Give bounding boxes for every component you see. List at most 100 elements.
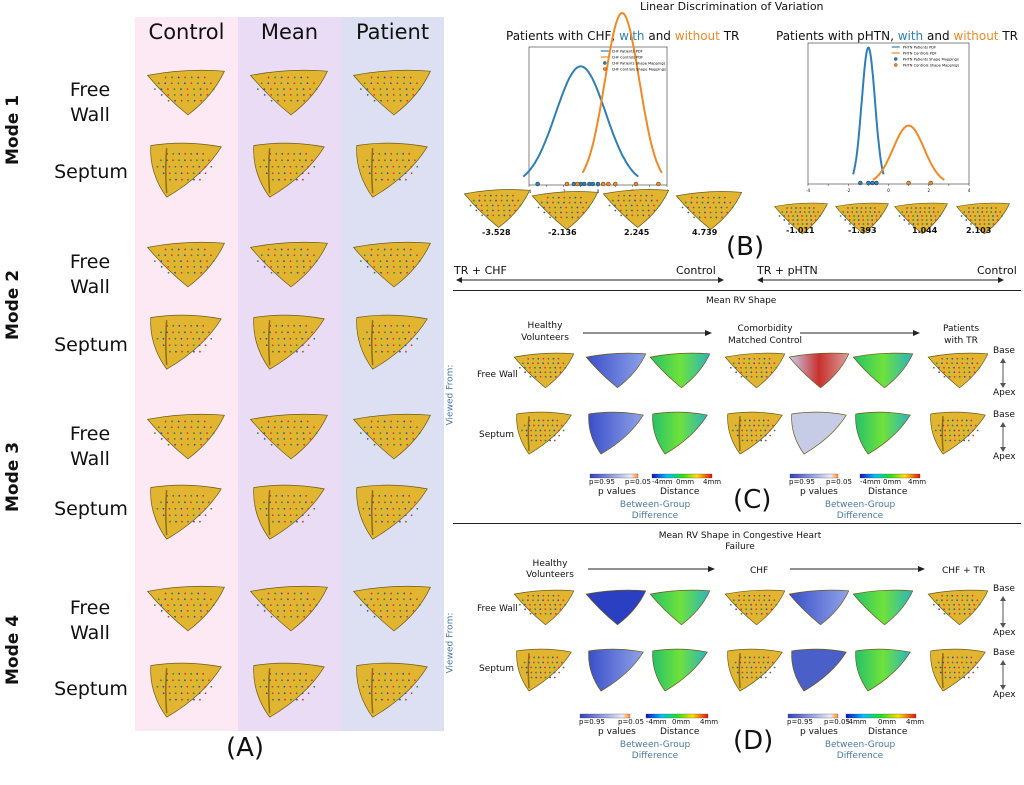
rv-shape-cd-r4-c4-dot — [753, 656, 756, 659]
rv-shape-a-r7-c1-dot — [157, 598, 160, 601]
rv-shape-a-r1-c3-dot — [418, 88, 421, 90]
rv-shape-a-r2-c2 — [253, 142, 325, 198]
rv-shape-a-r5-c1-dot — [177, 420, 180, 423]
rv-shape-a-r4-c2-dot — [310, 331, 313, 334]
rv-shape-a-r5-c3-dot — [386, 432, 388, 434]
rv-shape-cd-r2-c4-dot — [739, 419, 742, 422]
phtn-shape-1-dot — [801, 223, 804, 225]
rv-shape-cd-r2-c1-dot — [549, 434, 551, 437]
rv-shape-a-r3-c2-dot — [286, 254, 289, 257]
rv-shape-a-r4-c1-dot — [180, 344, 183, 347]
rv-shape-a-r7-c3-dot — [416, 598, 418, 601]
d-arrow-2-head — [918, 566, 925, 572]
chf-shape-2-dot — [554, 211, 557, 214]
rv-shape-cd-r3-c1-dot — [544, 608, 547, 611]
rv-shape-a-r8-c2-dot — [293, 679, 295, 682]
c-cb-dneg-2: -4mm — [860, 478, 881, 486]
phtn-shape-3-surface — [893, 202, 948, 235]
rv-shape-cd-r4-c4-dot — [758, 656, 760, 659]
rv-shape-a-r4-c1-dot — [198, 337, 201, 340]
rv-shape-a-r6-c1-dot — [204, 507, 207, 510]
chart1-patient-point — [858, 180, 863, 186]
rv-shape-a-r6-c1-dot — [166, 501, 168, 504]
rv-shape-a-r7-c1-dot — [193, 615, 196, 618]
rv-shape-cd-r3-c1-dot — [527, 594, 530, 597]
rv-shape-cd-r3-c1-dot — [554, 608, 557, 611]
rv-shape-a-r7-c2-dot — [300, 592, 303, 595]
rv-shape-cd-r2-c4-dot — [736, 429, 739, 432]
phtn-shape-4-dot — [986, 207, 988, 209]
phtn-shape-1-dot — [792, 223, 795, 225]
rv-shape-cd-r1-c1-dot — [534, 371, 537, 374]
rv-shape-cd-r4-c7-dot — [949, 671, 951, 674]
rv-shape-cd-r4-c7-dot — [974, 661, 977, 664]
chf-shape-2-dot — [543, 206, 545, 209]
rv-shape-a-r6-c3-dot — [366, 501, 368, 504]
rv-shape-a-r8-c3-dot — [380, 685, 383, 688]
rv-shape-a-r6-c3-dot — [398, 507, 401, 510]
phtn-axis-right: Control — [977, 264, 1017, 277]
rv-shape-cd-r4-c1-dot — [544, 666, 546, 669]
rv-shape-a-r8-c1-dot — [175, 698, 177, 701]
rv-shape-a-r1-c1-dot — [186, 88, 189, 90]
phtn-shape-4-dot — [987, 215, 990, 217]
rv-shape-a-r1-c1-dot — [193, 94, 196, 96]
rv-shape-a-r2-c1-dot — [162, 172, 165, 175]
rv-shape-cd-r2-c7-dot — [947, 424, 949, 427]
rv-shape-cd-r2-c4-dot — [760, 434, 762, 437]
rv-shape-a-r5-c1-dot — [184, 420, 187, 423]
rv-shape-a-r6-c3-dot — [396, 494, 399, 497]
rv-shape-a-r1-c2-dot — [276, 94, 279, 96]
rv-shape-a-r3-c1-dot — [177, 254, 180, 257]
rv-shape-a-r2-c3-dot — [413, 159, 416, 162]
rv-shape-a-r5-c1-dot — [170, 426, 173, 429]
rv-shape-a-r7-c3-dot — [406, 615, 409, 618]
chf-shape-4-dot — [687, 211, 690, 214]
rv-shape-a-r3-c2-dot — [263, 260, 266, 262]
rv-shape-cd-r2-c4-dot — [746, 439, 749, 442]
rv-shape-cd-r1-c4-dot — [750, 366, 752, 369]
rv-shape-a-r2-c3-dot — [404, 165, 407, 168]
rv-shape-cd-r3-c4-dot — [758, 594, 761, 597]
rv-shape-a-r5-c3-dot — [409, 420, 412, 423]
phtn-shape-1-dot — [814, 215, 817, 217]
chf-shape-4-dot — [701, 201, 704, 204]
rv-shape-a-r4-c2-dot — [263, 331, 265, 334]
rv-shape-a-r3-c3-dot — [383, 254, 386, 257]
rv-shape-a-r3-c2-dot — [303, 271, 306, 274]
c-distance-1: Distance — [660, 487, 700, 497]
phtn-shape-4-dot — [978, 215, 981, 217]
rv-shape-cd-r1-c7-dot — [941, 362, 943, 365]
rv-shape-a-r6-c3-dot — [390, 494, 393, 497]
rv-shape-a-r1-c1-dot — [183, 82, 186, 85]
phtn-shape-4-dot — [976, 211, 979, 213]
chf-shape-4-dot — [720, 206, 723, 209]
rv-shape-cd-r2-c1-dot — [539, 439, 542, 442]
chf-shape-4-dot — [692, 211, 695, 214]
rv-shape-a-r4-c2-dot — [296, 350, 298, 353]
rv-shape-cd-r3-c1-dot — [534, 612, 537, 615]
rv-shape-cd-r3-c1-dot — [544, 612, 547, 615]
chf-shape-4-dot — [690, 196, 693, 199]
rv-shape-a-r7-c2-dot — [273, 598, 276, 601]
rv-shape-a-r7-c1-dot — [190, 598, 193, 601]
rv-shape-cd-r4-c7-dot — [939, 671, 942, 674]
rv-shape-a-r4-c2-dot — [269, 324, 272, 327]
rv-shape-cd-r1-c1-dot — [549, 375, 552, 378]
rv-shape-a-r8-c1-dot — [174, 692, 177, 695]
rv-shape-a-r8-c3-dot — [405, 698, 407, 701]
rv-shape-a-r5-c2-dot — [296, 438, 299, 440]
rv-shape-a-r6-c3-dot — [410, 507, 413, 510]
rv-shape-cd-r4-c1-dot — [560, 661, 563, 664]
rv-shape-a-r3-c3-dot — [405, 260, 408, 262]
rv-shape-a-r4-c2-dot — [293, 331, 295, 334]
rv-shape-a-r7-c2-dot — [306, 592, 309, 595]
rv-shape-a-r3-c2-dot — [260, 254, 263, 257]
rv-shape-cd-r1-c1-dot — [557, 357, 560, 360]
rv-shape-a-r5-c2-dot — [287, 420, 290, 423]
rv-shape-cd-r2-c6-surface — [855, 411, 911, 455]
rv-shape-cd-r4-c1-dot — [530, 676, 533, 679]
rv-shape-cd-r2-c1-dot — [525, 429, 528, 432]
chf-shape-4-dot — [690, 201, 693, 204]
phtn-shape-2-dot — [865, 207, 867, 209]
